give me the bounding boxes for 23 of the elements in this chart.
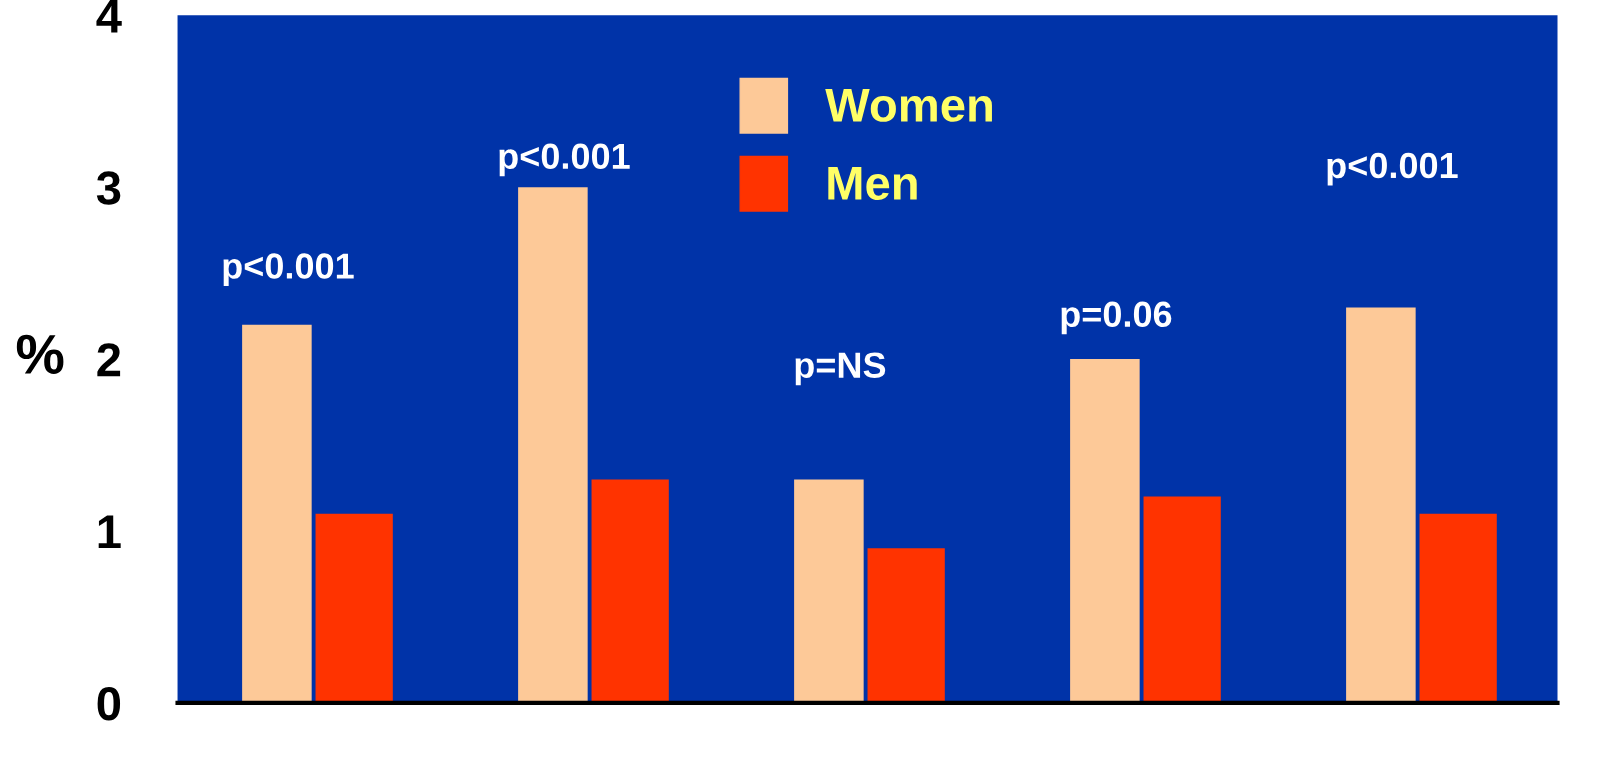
y-tick-label: 0: [97, 687, 121, 721]
bar: [867, 548, 945, 703]
legend-label: Men: [828, 167, 917, 200]
bar: [242, 324, 312, 703]
bar: [315, 513, 393, 703]
annotation: p=NS: [795, 352, 886, 386]
bar: [1070, 359, 1140, 703]
bar: [1143, 496, 1221, 703]
bar: [1419, 513, 1497, 703]
bar: [518, 187, 588, 703]
bar: [591, 479, 669, 703]
y-tick-label: 2: [97, 343, 121, 377]
y-tick-label: 3: [96, 171, 121, 205]
y-axis-title: %: [16, 334, 64, 374]
bar: [1346, 307, 1416, 703]
annotation: p<0.001: [1327, 152, 1458, 186]
annotation: p<0.001: [223, 253, 354, 286]
annotation: p=0.06: [1061, 301, 1172, 335]
y-tick-label: 1: [98, 515, 121, 549]
y-tick-label: 4: [96, 0, 122, 33]
bar: [794, 479, 864, 703]
annotation: p<0.001: [499, 143, 630, 177]
legend-label: Women: [825, 88, 992, 122]
